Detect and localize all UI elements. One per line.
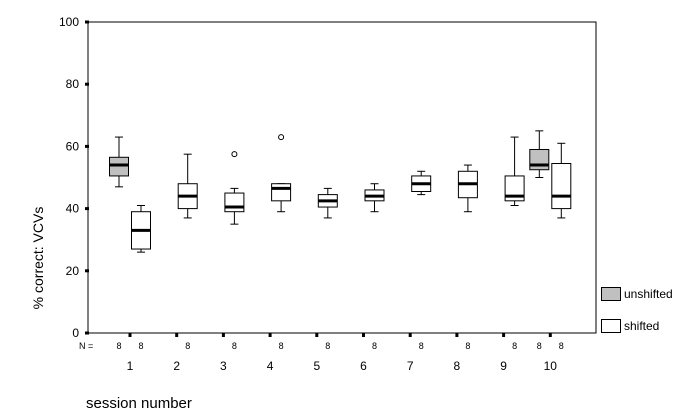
n-count-label: 8	[512, 341, 517, 351]
box-shifted-session-5	[317, 187, 338, 219]
n-count-label: 8	[559, 341, 564, 351]
x-tick-label: 3	[220, 359, 227, 373]
box-group	[109, 130, 572, 253]
x-tick-label: 7	[407, 359, 414, 373]
box-iqr	[271, 183, 292, 202]
box-shifted-session-8	[457, 164, 478, 213]
outlier-point	[278, 134, 285, 141]
box-shifted-session-10	[551, 142, 572, 219]
n-count-label: 8	[537, 341, 542, 351]
x-tick-label: 8	[454, 359, 461, 373]
legend-swatch-unshifted	[601, 287, 621, 301]
y-axis-label: % correct: VCVs	[30, 207, 46, 310]
x-tick-label: 10	[544, 359, 558, 373]
y-tick-label: 80	[66, 77, 80, 91]
x-tick-label: 1	[127, 359, 134, 373]
x-axis-label: session number	[86, 395, 192, 412]
box-unshifted-session-10	[529, 130, 550, 178]
box-shifted-session-9	[504, 136, 525, 206]
box-unshifted-session-1	[109, 136, 129, 188]
n-count-label: 8	[372, 341, 377, 351]
n-count-label: 8	[138, 341, 143, 351]
box-iqr	[224, 192, 245, 213]
outlier-point	[231, 151, 238, 158]
box-shifted-session-2	[177, 153, 198, 219]
n-count-label: 8	[116, 341, 121, 351]
y-tick-label: 100	[59, 15, 79, 29]
box-iqr	[551, 163, 572, 210]
x-tick-label: 5	[313, 359, 320, 373]
plot-area	[87, 21, 597, 334]
x-tick-label: 2	[173, 359, 180, 373]
box-iqr	[529, 149, 550, 171]
box-shifted-session-7	[411, 170, 432, 196]
n-count-label: 8	[232, 341, 237, 351]
legend-item-unshifted: unshifted	[601, 287, 673, 301]
n-count-label: 8	[325, 341, 330, 351]
x-axis: 1 2 3 4 5 6 7 8 9 108 8 8 8 8 8 8 8 8 8 8 8	[116, 333, 564, 373]
x-tick-label: 4	[267, 359, 274, 373]
n-count-label: 8	[279, 341, 284, 351]
y-tick-label: 60	[66, 139, 80, 153]
box-shifted-session-4	[271, 134, 292, 213]
y-tick-label: 20	[66, 264, 80, 278]
y-axis: 0 20 40 60 80 100	[59, 15, 89, 340]
box-shifted-session-6	[364, 183, 385, 213]
n-count-label: 8	[465, 341, 470, 351]
box-iqr	[109, 156, 129, 177]
n-label: N =	[79, 341, 93, 351]
y-tick-label: 0	[72, 326, 79, 340]
x-tick-label: 9	[500, 359, 507, 373]
legend-label-shifted: shifted	[624, 319, 660, 333]
n-count-label: 8	[419, 341, 424, 351]
x-tick-label: 6	[360, 359, 367, 373]
n-count-label: 8	[185, 341, 190, 351]
legend-label-unshifted: unshifted	[624, 287, 673, 301]
box-shifted-session-3	[224, 151, 245, 225]
legend-item-shifted: shifted	[601, 319, 659, 333]
box-shifted-session-1	[131, 204, 151, 253]
y-tick-label: 40	[66, 202, 80, 216]
box-iqr	[504, 175, 525, 202]
legend-swatch-shifted	[601, 319, 621, 333]
